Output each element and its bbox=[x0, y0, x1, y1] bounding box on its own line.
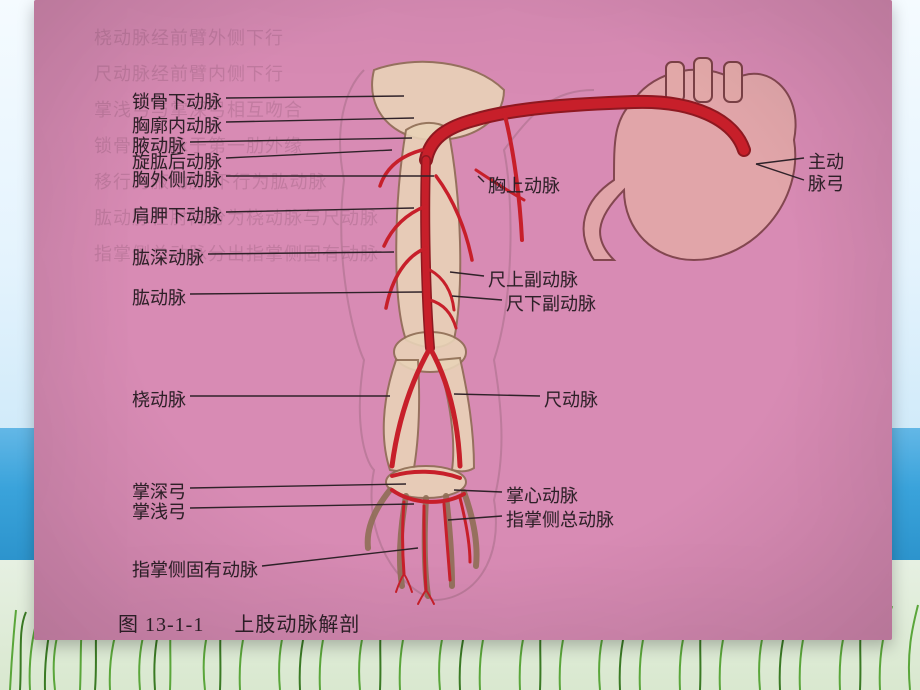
anatomy-label: 尺下副动脉 bbox=[506, 290, 596, 316]
anatomy-figure-photo: 桡动脉经前臂外侧下行 尺动脉经前臂内侧下行 掌浅弓与掌深弓相互吻合 锁骨下动脉于… bbox=[34, 0, 892, 640]
anatomy-label: 肱深动脉 bbox=[132, 244, 204, 270]
anatomy-label: 肱动脉 bbox=[132, 284, 186, 310]
anatomy-label: 指掌侧固有动脉 bbox=[132, 556, 258, 582]
anatomy-label: 胸上动脉 bbox=[488, 172, 560, 198]
anatomy-label: 尺动脉 bbox=[544, 386, 598, 412]
slide-stage: 桡动脉经前臂外侧下行 尺动脉经前臂内侧下行 掌浅弓与掌深弓相互吻合 锁骨下动脉于… bbox=[0, 0, 920, 690]
heart-shape bbox=[584, 58, 796, 260]
bones bbox=[372, 62, 504, 498]
caption-title: 上肢动脉解剖 bbox=[234, 614, 360, 636]
anatomy-label: 掌浅弓 bbox=[132, 498, 186, 524]
anatomy-label: 脉弓 bbox=[808, 170, 844, 196]
hand-bones bbox=[368, 490, 477, 596]
anatomy-label: 胸外侧动脉 bbox=[132, 166, 222, 192]
anatomy-label: 肩胛下动脉 bbox=[132, 202, 222, 228]
anatomy-label: 锁骨下动脉 bbox=[132, 88, 222, 114]
figure-caption: 图 13-1-1 上肢动脉解剖 bbox=[118, 608, 360, 637]
anatomy-label: 掌心动脉 bbox=[506, 482, 578, 508]
anatomy-label: 指掌侧总动脉 bbox=[506, 506, 614, 532]
anatomy-label: 桡动脉 bbox=[132, 386, 186, 412]
caption-number: 图 13-1-1 bbox=[118, 614, 204, 636]
anatomy-label: 尺上副动脉 bbox=[488, 266, 578, 292]
